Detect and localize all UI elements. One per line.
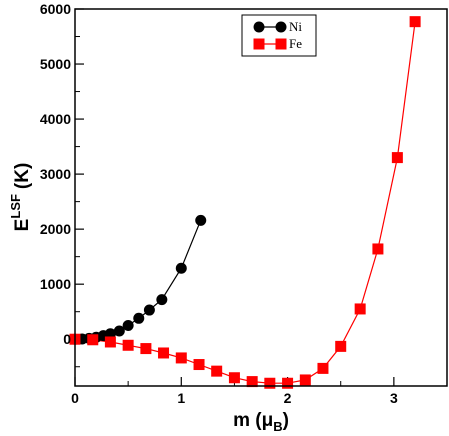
point-fe — [354, 303, 366, 315]
point-fe — [104, 336, 116, 348]
point-fe — [391, 152, 403, 164]
point-ni — [143, 304, 155, 316]
legend-marker-ni — [253, 21, 265, 33]
legend-label-ni: Ni — [289, 19, 302, 34]
point-fe — [158, 347, 170, 359]
point-fe — [317, 362, 329, 374]
series-markers — [69, 16, 421, 389]
point-fe — [140, 343, 152, 355]
y-axis-title: ELSF(K) — [8, 163, 33, 232]
point-fe — [211, 365, 223, 377]
x-tick-label: 1 — [177, 390, 185, 406]
point-fe — [193, 359, 205, 371]
point-fe — [409, 16, 421, 28]
y-tick-label: 1000 — [40, 276, 71, 292]
point-ni — [122, 319, 134, 331]
point-fe — [299, 374, 311, 386]
point-fe — [264, 377, 276, 389]
legend-marker-fe — [275, 38, 287, 50]
point-ni — [133, 312, 145, 324]
point-ni — [175, 262, 187, 274]
point-fe — [372, 243, 384, 255]
point-ni — [195, 214, 207, 226]
point-ni — [156, 294, 168, 306]
x-tick-label: 0 — [71, 390, 79, 406]
point-ni — [104, 328, 116, 340]
legend-marker-fe — [253, 38, 265, 50]
point-fe — [282, 377, 294, 389]
y-tick-label: 2000 — [40, 221, 71, 237]
tick-labels: 0 1 2 3 0 1000 2000 3000 4000 5000 6000 — [40, 1, 398, 406]
x-axis-title: m (μB) — [233, 410, 289, 434]
x-tick-label: 2 — [284, 390, 292, 406]
legend: Ni Fe — [241, 14, 317, 57]
legend-box — [241, 14, 317, 57]
y-tick-label: 3000 — [40, 166, 71, 182]
y-tick-label: 0 — [63, 331, 71, 347]
point-fe — [122, 339, 134, 351]
x-tick-label: 3 — [390, 390, 398, 406]
point-fe — [87, 334, 99, 346]
point-fe — [246, 376, 258, 388]
legend-marker-ni — [275, 21, 287, 33]
y-tick-label: 4000 — [40, 111, 71, 127]
point-fe — [335, 340, 347, 352]
point-fe — [228, 372, 240, 384]
legend-label-fe: Fe — [289, 36, 302, 51]
y-tick-label: 5000 — [40, 56, 71, 72]
point-ni — [113, 325, 125, 337]
point-fe — [175, 352, 187, 364]
plot-frame — [74, 8, 448, 387]
y-tick-label: 6000 — [40, 1, 71, 17]
